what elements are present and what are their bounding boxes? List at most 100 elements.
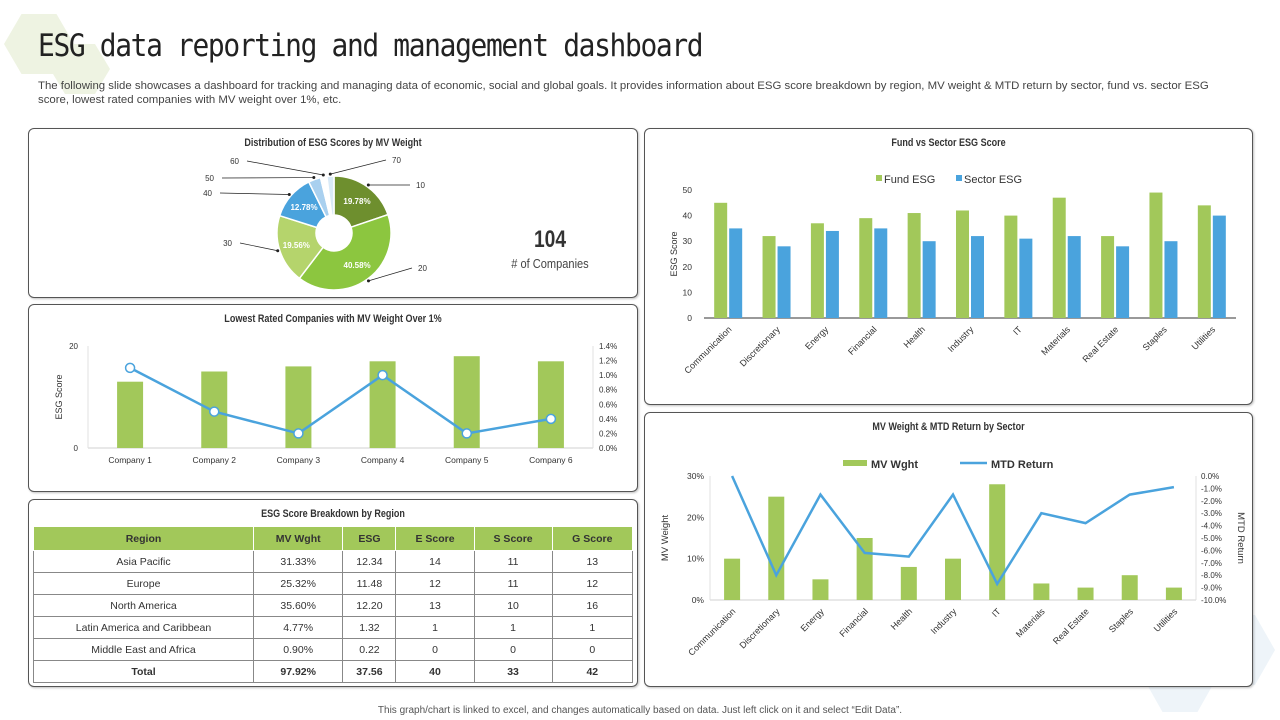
table-cell: Asia Pacific [33,550,254,573]
table-cell: 97.92% [252,660,344,683]
table-cell: 12 [551,572,634,595]
donut-leader-line [330,159,387,175]
y2-tick-label: 1.0% [599,371,617,380]
x-tick-label: IT [1011,324,1024,337]
y2-tick-label: -5.0% [1201,534,1222,543]
table-cell: 11 [473,572,553,595]
x-tick-label: Discretionary [738,324,783,369]
bar-mv-weight [1033,583,1050,600]
bar-sector-esg [1019,238,1033,318]
bar-fund-esg [859,218,873,318]
donut-data-label: 12.78% [290,203,317,212]
y2-tick-label: -4.0% [1201,522,1222,531]
x-tick-label: Company 6 [529,455,573,465]
table-cell: 13 [551,550,634,573]
donut-slice [276,214,325,280]
y-tick-label: 30% [687,471,704,481]
bar-fund-esg [1101,236,1115,318]
x-tick-label: Communication [682,324,733,375]
table-header-row: Region MV Wght ESG E Score S Score G Sco… [33,526,634,551]
table-cell: 35.60% [252,594,344,617]
table-cell: 37.56 [342,660,397,683]
legend-swatch [956,175,962,181]
table-cell: 0.90% [252,638,344,661]
x-tick-label: Staples [1141,324,1170,353]
donut-category-label: 50 [205,174,214,183]
donut-data-label: 40.58% [344,261,371,270]
x-tick-label: Energy [799,606,827,634]
table-cell: 13 [395,594,475,617]
bar-mv-weight [945,558,961,600]
table-cell: 0 [473,638,553,661]
table-cell: 0.22 [342,638,397,661]
mv-mtd-panel: MV Weight & MTD Return by Sector [644,412,1253,687]
table-cell: 11 [473,550,553,573]
x-tick-label: Real Estate [1051,606,1091,646]
table-cell: Latin America and Caribbean [33,616,254,639]
x-tick-label: Real Estate [1081,324,1121,364]
table-cell: 12.20 [342,594,397,617]
table-cell: 4.77% [252,616,344,639]
donut-leader-line [219,192,290,195]
table-cell: 42 [551,660,634,683]
donut-category-label: 70 [392,156,401,165]
donut-data-label: 19.56% [283,241,310,250]
bar-fund-esg [1197,205,1211,318]
legend-label: MV Wght [871,459,918,471]
donut-leader-dot [366,183,370,187]
bar-fund-esg [1004,215,1018,318]
y2-tick-label: 0.0% [599,444,617,453]
table-row: Asia Pacific 31.33% 12.34 14 11 13 [33,550,634,573]
bar-sector-esg [1067,236,1081,318]
x-tick-label: Company 1 [108,455,152,465]
y-tick-label: 30 [683,236,693,246]
table-row: Latin America and Caribbean 4.77% 1.32 1… [33,616,634,639]
y2-tick-label: 0.2% [599,429,617,438]
donut-leader-line [246,160,324,176]
y-axis-title: MV Weight [660,515,671,562]
y2-tick-label: -8.0% [1201,571,1222,580]
bar-sector-esg [825,230,839,318]
bar-esg-score [537,361,564,448]
table-cell: 1 [551,616,634,639]
lowest-title: Lowest Rated Companies with MV Weight Ov… [224,313,442,325]
table-cell: 12.34 [342,550,397,573]
footer-note: This graph/chart is linked to excel, and… [377,705,903,716]
lowest-chart[interactable]: 0 20 0.0% 0.2% 0.4% 0.6% 0.8% 1.0% 1.2% 1.4% ESG S… [28,304,638,492]
table-cell: Europe [33,572,254,595]
line-point-mv-weight [293,428,304,439]
donut-category-label: 40 [203,189,212,198]
donut-leader-dot [312,176,316,180]
fund-sector-chart[interactable]: 0 10 20 30 40 50 ESG Score Fund ESG Sector ESG Co… [644,128,1253,405]
x-tick-label: Company 3 [277,455,321,465]
mv-mtd-chart[interactable]: 0% 10% 20% 30% 0.0% -1.0% -2.0% -3.0% -4.0% -5.0%… [644,412,1253,687]
bar-mv-weight [1121,575,1138,600]
table-cell: 25.32% [252,572,344,595]
donut-chart[interactable]: 19.78% 10 40.58% 20 19.56% 30 12.78% 40 50 60 70 [28,128,638,298]
x-tick-label: IT [990,606,1003,619]
y-tick-label: 40 [683,211,693,221]
line-mtd-return [730,475,1175,587]
donut-leader-dot [328,172,332,176]
x-tick-label: Company 2 [193,455,237,465]
bar-sector-esg [1164,241,1178,318]
y-tick-label: 0 [687,313,692,323]
x-tick-label: Communication [686,606,737,657]
bar-fund-esg [810,223,824,318]
table-cell: 31.33% [252,550,344,573]
x-tick-label: Energy [803,324,831,352]
donut-leader-dot [366,279,370,283]
y2-tick-label: 0.0% [1201,472,1219,481]
y2-tick-label: -3.0% [1201,509,1222,518]
donut-leader-dot [321,173,325,177]
legend-swatch [876,175,882,181]
bar-sector-esg [874,228,888,318]
line-point-mv-weight [124,362,136,374]
kpi-label: # of Companies [511,256,589,271]
x-tick-label: Financial [838,606,871,639]
bar-sector-esg [777,246,791,318]
y-tick-label: 0% [692,595,705,605]
y2-tick-label: -7.0% [1201,559,1222,568]
y-tick-label: 20 [69,342,78,351]
y2-tick-label: -10.0% [1201,596,1226,605]
